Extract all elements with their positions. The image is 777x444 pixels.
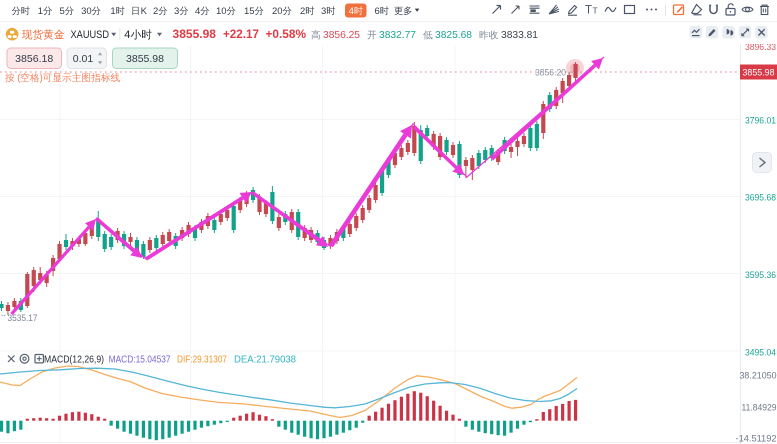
svg-text:+0.58%: +0.58%: [266, 27, 307, 41]
svg-text:4: 4: [124, 29, 130, 41]
svg-text:1: 1: [110, 6, 115, 17]
svg-text:K: K: [141, 6, 148, 17]
svg-text:3796.01: 3796.01: [745, 115, 776, 126]
svg-text:3856.18: 3856.18: [15, 53, 53, 65]
svg-text:DIF:29.31307: DIF:29.31307: [177, 354, 227, 365]
svg-text:): ): [40, 73, 43, 84]
svg-text:3855.98: 3855.98: [126, 53, 164, 65]
svg-text:3595.36: 3595.36: [745, 270, 776, 281]
svg-text:3: 3: [321, 6, 326, 17]
svg-text:6: 6: [375, 6, 380, 17]
svg-text:3: 3: [174, 6, 179, 17]
svg-text:+22.17: +22.17: [223, 27, 259, 41]
svg-text:5: 5: [60, 6, 65, 17]
svg-text:38.21050: 38.21050: [740, 370, 777, 381]
svg-text:XAUUSD: XAUUSD: [71, 29, 110, 41]
svg-text:T: T: [585, 5, 592, 17]
svg-text:-14.51192: -14.51192: [736, 433, 777, 444]
svg-text:2: 2: [153, 6, 158, 17]
svg-text:3695.68: 3695.68: [745, 192, 776, 203]
svg-text:0.01: 0.01: [73, 53, 94, 65]
svg-text:2: 2: [300, 6, 305, 17]
svg-text:3825.68: 3825.68: [435, 30, 472, 41]
svg-text:4: 4: [195, 6, 200, 17]
svg-text:3495.04: 3495.04: [745, 347, 776, 358]
svg-text:10: 10: [216, 6, 227, 17]
svg-text:3855.98: 3855.98: [743, 68, 775, 79]
svg-text:1: 1: [38, 6, 43, 17]
svg-text:MACD(12,26,9): MACD(12,26,9): [44, 354, 104, 365]
svg-text:DEA:21.79038: DEA:21.79038: [234, 354, 296, 365]
svg-text:3833.81: 3833.81: [501, 30, 538, 41]
svg-text:3832.77: 3832.77: [379, 30, 416, 41]
svg-text:T: T: [593, 6, 598, 16]
svg-text:3856.20: 3856.20: [535, 67, 566, 78]
svg-text:20: 20: [272, 6, 283, 17]
svg-text:30: 30: [81, 6, 92, 17]
svg-text:(: (: [17, 73, 21, 84]
svg-text:3535.17: 3535.17: [8, 313, 38, 324]
svg-text:11.84929: 11.84929: [742, 402, 777, 413]
svg-text:4: 4: [349, 6, 354, 17]
svg-text:3896.33: 3896.33: [745, 42, 776, 53]
svg-text:3856.25: 3856.25: [323, 30, 360, 41]
svg-text:MACD:15.04537: MACD:15.04537: [109, 354, 171, 365]
svg-text:15: 15: [244, 6, 255, 17]
svg-text:3855.98: 3855.98: [173, 27, 217, 41]
